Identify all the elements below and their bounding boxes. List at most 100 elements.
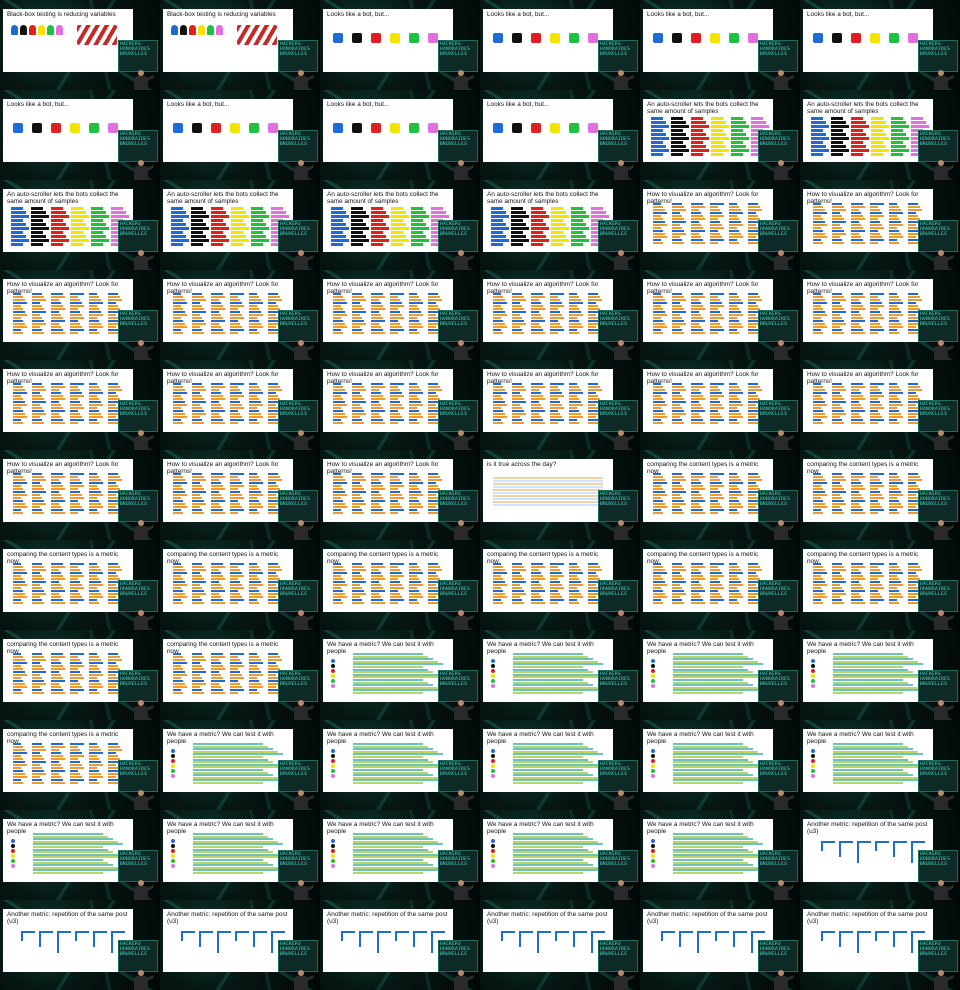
frame-thumbnail[interactable]: Another metric: repetition of the same p… bbox=[0, 900, 160, 990]
frame-thumbnail[interactable]: comparing the content types is a metric … bbox=[320, 540, 480, 630]
frame-thumbnail[interactable]: How to visualize an algorithm? Look for … bbox=[800, 270, 960, 360]
frame-thumbnail[interactable]: We have a metric? We can test it with pe… bbox=[480, 630, 640, 720]
frame-thumbnail[interactable]: An auto-scroller lets the bots collect t… bbox=[640, 90, 800, 180]
pattern-bar bbox=[870, 209, 880, 211]
slide-title: Black-box testing is reducing variables bbox=[167, 11, 276, 18]
frame-thumbnail[interactable]: Looks like a bot, but... HACKERS HONORAIR… bbox=[640, 0, 800, 90]
frame-thumbnail[interactable]: Black-box testing is reducing variables H… bbox=[0, 0, 160, 90]
pattern-bar bbox=[32, 692, 44, 694]
frame-thumbnail[interactable]: Looks like a bot, but... HACKERS HONORAIR… bbox=[480, 90, 640, 180]
speaker-head bbox=[458, 70, 464, 76]
frame-thumbnail[interactable]: How to visualize an algorithm? Look for … bbox=[0, 360, 160, 450]
pattern-bar bbox=[51, 311, 59, 313]
frame-thumbnail[interactable]: An auto-scroller lets the bots collect t… bbox=[800, 90, 960, 180]
frame-thumbnail[interactable]: comparing the content types is a metric … bbox=[800, 540, 960, 630]
event-logo-text: HACKERS HONORAIRES BRUXELLES bbox=[120, 402, 151, 417]
pattern-bar bbox=[493, 326, 507, 328]
frame-thumbnail[interactable]: We have a metric? We can test it with pe… bbox=[320, 630, 480, 720]
frame-thumbnail[interactable]: We have a metric? We can test it with pe… bbox=[800, 630, 960, 720]
frame-thumbnail[interactable]: How to visualize an algorithm? Look for … bbox=[640, 360, 800, 450]
frame-thumbnail[interactable]: How to visualize an algorithm? Look for … bbox=[800, 360, 960, 450]
event-logo: HACKERS HONORAIRES BRUXELLES bbox=[438, 670, 478, 702]
frame-thumbnail[interactable]: We have a metric? We can test it with pe… bbox=[0, 810, 160, 900]
metric-bar bbox=[513, 653, 583, 655]
frame-thumbnail[interactable]: We have a metric? We can test it with pe… bbox=[160, 810, 320, 900]
pattern-bar bbox=[32, 752, 40, 754]
pattern-bar bbox=[173, 509, 181, 511]
frame-thumbnail[interactable]: We have a metric? We can test it with pe… bbox=[800, 720, 960, 810]
frame-thumbnail[interactable]: comparing the content types is a metric … bbox=[800, 450, 960, 540]
pattern-bar bbox=[32, 671, 46, 673]
frame-thumbnail[interactable]: Looks like a bot, but... HACKERS HONORAIR… bbox=[0, 90, 160, 180]
frame-thumbnail[interactable]: Another metric: repetition of the same p… bbox=[800, 900, 960, 990]
frame-thumbnail[interactable]: is it true across the day? HACKERS HONORA… bbox=[480, 450, 640, 540]
frame-thumbnail[interactable]: We have a metric? We can test it with pe… bbox=[320, 810, 480, 900]
frame-thumbnail[interactable]: How to visualize an algorithm? Look for … bbox=[640, 180, 800, 270]
frame-thumbnail[interactable]: Looks like a bot, but... HACKERS HONORAIR… bbox=[320, 90, 480, 180]
frame-thumbnail[interactable]: We have a metric? We can test it with pe… bbox=[640, 630, 800, 720]
frame-thumbnail[interactable]: How to visualize an algorithm? Look for … bbox=[0, 270, 160, 360]
pattern-bar bbox=[51, 668, 65, 670]
event-logo: HACKERS HONORAIRES BRUXELLES bbox=[758, 760, 798, 792]
frame-thumbnail[interactable]: comparing the content types is a metric … bbox=[160, 540, 320, 630]
frame-thumbnail[interactable]: Another metric: repetition of the same p… bbox=[160, 900, 320, 990]
frame-thumbnail[interactable]: How to visualize an algorithm? Look for … bbox=[800, 180, 960, 270]
frame-thumbnail[interactable]: How to visualize an algorithm? Look for … bbox=[320, 360, 480, 450]
repetition-drop bbox=[271, 931, 273, 953]
frame-thumbnail[interactable]: How to visualize an algorithm? Look for … bbox=[480, 270, 640, 360]
pattern-bar bbox=[70, 653, 84, 655]
frame-thumbnail[interactable]: Another metric: repetition of the same p… bbox=[320, 900, 480, 990]
frame-thumbnail[interactable]: Another metric: repetition of the same p… bbox=[640, 900, 800, 990]
pattern-bar bbox=[211, 488, 225, 490]
pattern-bar bbox=[108, 596, 116, 598]
frame-thumbnail[interactable]: comparing the content types is a metric … bbox=[160, 630, 320, 720]
frame-thumbnail[interactable]: How to visualize an algorithm? Look for … bbox=[640, 270, 800, 360]
pattern-bar bbox=[672, 494, 680, 496]
frame-thumbnail[interactable]: We have a metric? We can test it with pe… bbox=[640, 720, 800, 810]
frame-thumbnail[interactable]: Looks like a bot, but... HACKERS HONORAIR… bbox=[320, 0, 480, 90]
frame-thumbnail[interactable]: How to visualize an algorithm? Look for … bbox=[160, 360, 320, 450]
pattern-bar bbox=[889, 215, 897, 217]
pattern-bar bbox=[268, 569, 282, 571]
pattern-bar bbox=[908, 326, 916, 328]
frame-thumbnail[interactable]: We have a metric? We can test it with pe… bbox=[640, 810, 800, 900]
frame-thumbnail[interactable]: comparing the content types is a metric … bbox=[0, 630, 160, 720]
frame-thumbnail[interactable]: Black-box testing is reducing variables H… bbox=[160, 0, 320, 90]
frame-thumbnail[interactable]: An auto-scroller lets the bots collect t… bbox=[480, 180, 640, 270]
frame-thumbnail[interactable]: An auto-scroller lets the bots collect t… bbox=[0, 180, 160, 270]
pattern-bar bbox=[32, 503, 46, 505]
pattern-bar bbox=[870, 389, 880, 391]
sample-bar bbox=[111, 207, 123, 210]
frame-thumbnail[interactable]: How to visualize an algorithm? Look for … bbox=[160, 450, 320, 540]
pattern-bar bbox=[371, 305, 383, 307]
pattern-bar bbox=[249, 677, 257, 679]
frame-thumbnail[interactable]: We have a metric? We can test it with pe… bbox=[160, 720, 320, 810]
frame-thumbnail[interactable]: How to visualize an algorithm? Look for … bbox=[320, 270, 480, 360]
frame-thumbnail[interactable]: An auto-scroller lets the bots collect t… bbox=[320, 180, 480, 270]
pattern-bar bbox=[569, 401, 581, 403]
frame-thumbnail[interactable]: Another metric: repetition of the same p… bbox=[480, 900, 640, 990]
frame-thumbnail[interactable]: comparing the content types is a metric … bbox=[0, 540, 160, 630]
frame-thumbnail[interactable]: We have a metric? We can test it with pe… bbox=[480, 810, 640, 900]
frame-thumbnail[interactable]: How to visualize an algorithm? Look for … bbox=[160, 270, 320, 360]
pattern-bar bbox=[653, 230, 663, 232]
frame-thumbnail[interactable]: We have a metric? We can test it with pe… bbox=[480, 720, 640, 810]
frame-thumbnail[interactable]: comparing the content types is a metric … bbox=[640, 450, 800, 540]
frame-thumbnail[interactable]: comparing the content types is a metric … bbox=[480, 540, 640, 630]
speaker-figure bbox=[610, 700, 635, 720]
frame-thumbnail[interactable]: An auto-scroller lets the bots collect t… bbox=[160, 180, 320, 270]
frame-thumbnail[interactable]: Looks like a bot, but... HACKERS HONORAIR… bbox=[480, 0, 640, 90]
frame-thumbnail[interactable]: We have a metric? We can test it with pe… bbox=[320, 720, 480, 810]
frame-thumbnail[interactable]: How to visualize an algorithm? Look for … bbox=[480, 360, 640, 450]
frame-thumbnail[interactable]: Another metric: repetition of the same p… bbox=[800, 810, 960, 900]
pattern-bar bbox=[653, 302, 667, 304]
frame-thumbnail[interactable]: How to visualize an algorithm? Look for … bbox=[0, 450, 160, 540]
frame-thumbnail[interactable]: Looks like a bot, but... HACKERS HONORAIR… bbox=[800, 0, 960, 90]
frame-thumbnail[interactable]: comparing the content types is a metric … bbox=[640, 540, 800, 630]
frame-thumbnail[interactable]: Looks like a bot, but... HACKERS HONORAIR… bbox=[160, 90, 320, 180]
frame-thumbnail[interactable]: comparing the content types is a metric … bbox=[0, 720, 160, 810]
pattern-bar bbox=[268, 575, 278, 577]
pattern-bar bbox=[870, 329, 884, 331]
pattern-bar bbox=[390, 398, 398, 400]
frame-thumbnail[interactable]: How to visualize an algorithm? Look for … bbox=[320, 450, 480, 540]
